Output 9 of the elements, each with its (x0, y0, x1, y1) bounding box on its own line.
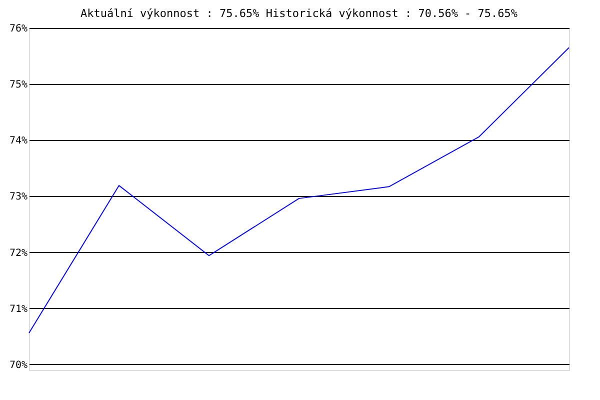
line-series (28, 47, 570, 334)
y-tick-label: 76% (9, 24, 28, 34)
y-tick-label: 75% (9, 80, 28, 91)
y-tick-label: 72% (9, 248, 28, 259)
y-tick-label: 73% (9, 192, 28, 203)
y-tick-label: 70% (9, 360, 28, 371)
chart-title: Aktuální výkonnost : 75.65% Historická výkonnost : 70.56% - 75.65% (80, 7, 518, 20)
y-tick-label: 71% (9, 304, 28, 315)
y-tick-label: 74% (9, 136, 28, 147)
